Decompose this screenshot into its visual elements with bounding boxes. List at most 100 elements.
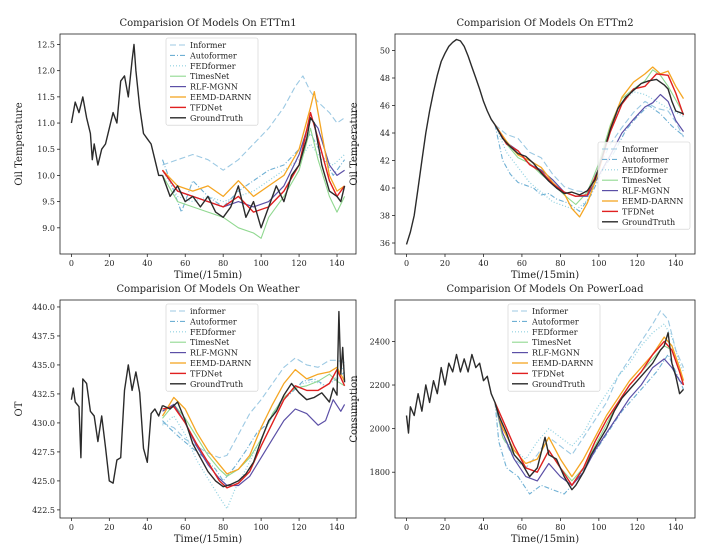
legend-label-timesnet: TimesNet bbox=[190, 338, 230, 347]
x-tick-label: 60 bbox=[180, 259, 190, 268]
x-tick-label: 20 bbox=[104, 523, 114, 532]
x-tick-label: 20 bbox=[440, 259, 450, 268]
x-tick-label: 40 bbox=[142, 523, 152, 532]
series-line-autoformer bbox=[162, 371, 345, 482]
y-tick-label: 425.0 bbox=[32, 477, 55, 486]
groundtruth-history-line bbox=[70, 43, 163, 177]
chart-panel-4: Comparision Of Models On PowerLoad 0 20 40 6… bbox=[349, 284, 696, 545]
series-line-autoformer bbox=[494, 104, 684, 212]
legend-label-informer: Informer bbox=[532, 307, 568, 316]
legend-label-rlf-mgnn: RLF-MGNN bbox=[622, 187, 670, 196]
y-tick-label: 9.0 bbox=[42, 224, 55, 233]
y-tick-label: 11.5 bbox=[37, 93, 55, 102]
series-line-autoformer bbox=[161, 132, 346, 213]
y-tick-label: 1800 bbox=[370, 468, 390, 477]
x-tick-label: 100 bbox=[253, 259, 268, 268]
series-line-informer bbox=[162, 75, 345, 171]
x-tick-label: 140 bbox=[329, 523, 344, 532]
series-line-eemd-darnn bbox=[162, 90, 345, 198]
legend-label-autoformer: Autoformer bbox=[531, 317, 579, 326]
axes-frame bbox=[394, 299, 696, 519]
legend-box bbox=[597, 141, 691, 230]
legend-box bbox=[165, 37, 259, 126]
legend-label-autoformer: Autoformer bbox=[189, 51, 237, 60]
series-line-tfdnet bbox=[494, 340, 685, 486]
chart-panel-3: Comparision Of Models On Weather 0 20 40 60 8… bbox=[14, 284, 357, 545]
plot-area bbox=[405, 38, 685, 245]
x-tick-label: 120 bbox=[291, 259, 306, 268]
x-tick-label: 100 bbox=[591, 523, 606, 532]
x-tick-label: 80 bbox=[555, 523, 565, 532]
y-tick-label: 2200 bbox=[370, 381, 390, 390]
y-tick-label: 42 bbox=[380, 157, 390, 166]
x-axis-label: Time(/15min) bbox=[174, 534, 242, 545]
chart-title: Comparision Of Models On ETTm2 bbox=[456, 18, 633, 29]
groundtruth-line bbox=[494, 332, 685, 491]
y-axis-label: OT bbox=[14, 401, 25, 416]
y-tick-label: 44 bbox=[380, 129, 390, 138]
legend-label-fedformer: FEDformer bbox=[190, 62, 236, 71]
axes-frame bbox=[59, 33, 357, 255]
y-axis-label: Consumption bbox=[349, 375, 360, 443]
legend-label-tfdnet: TFDNet bbox=[190, 369, 223, 378]
y-tick-label: 48 bbox=[380, 74, 390, 83]
x-axis-label: Time(/15min) bbox=[511, 534, 579, 545]
legend-label-autoformer: Autoformer bbox=[621, 155, 669, 164]
legend-box bbox=[507, 303, 601, 392]
x-tick-label: 40 bbox=[478, 259, 488, 268]
series-line-timesnet bbox=[162, 127, 346, 239]
y-tick-label: 10.5 bbox=[37, 145, 55, 154]
x-tick-label: 0 bbox=[69, 259, 74, 268]
y-tick-label: 432.5 bbox=[32, 390, 55, 399]
groundtruth-line bbox=[161, 117, 346, 229]
legend-box bbox=[165, 303, 259, 392]
x-tick-label: 140 bbox=[668, 259, 683, 268]
series-line-rlf-mgnn bbox=[162, 117, 345, 208]
x-tick-label: 120 bbox=[630, 523, 645, 532]
x-tick-label: 40 bbox=[142, 259, 152, 268]
chart-title: Comparision Of Models On PowerLoad bbox=[446, 284, 644, 295]
legend-label-informer: Informer bbox=[190, 41, 226, 50]
plot-area bbox=[70, 310, 346, 510]
y-tick-label: 46 bbox=[380, 102, 390, 111]
chart-title: Comparision Of Models On ETTm1 bbox=[119, 18, 296, 29]
legend-label-informer: Informer bbox=[622, 145, 658, 154]
y-tick-label: 10.0 bbox=[37, 171, 55, 180]
legend-label-tfdnet: TFDNet bbox=[622, 207, 655, 216]
legend-label-timesnet: TimesNet bbox=[532, 338, 572, 347]
y-tick-label: 11.0 bbox=[37, 119, 55, 128]
axes-frame bbox=[394, 33, 696, 255]
series-line-eemd-darnn bbox=[161, 366, 346, 475]
y-tick-label: 422.5 bbox=[32, 506, 55, 515]
plot-area bbox=[405, 310, 685, 495]
legend-label-informer: informer bbox=[190, 307, 226, 316]
x-tick-label: 100 bbox=[253, 523, 268, 532]
legend-label-autoformer: Autoformer bbox=[189, 317, 237, 326]
y-tick-label: 38 bbox=[380, 212, 390, 221]
legend-label-groundtruth: GroundTruth bbox=[622, 218, 675, 227]
y-tick-label: 437.5 bbox=[32, 332, 55, 341]
y-tick-label: 12.5 bbox=[37, 40, 55, 49]
legend-label-fedformer: FEDformer bbox=[532, 328, 578, 337]
groundtruth-history-line bbox=[70, 364, 164, 484]
legend-label-groundtruth: GroundTruth bbox=[190, 114, 243, 123]
x-tick-label: 120 bbox=[291, 523, 306, 532]
series-line-informer bbox=[162, 357, 345, 459]
x-tick-label: 140 bbox=[668, 523, 683, 532]
legend-label-fedformer: FEDformer bbox=[622, 166, 668, 175]
legend-label-timesnet: TimesNet bbox=[190, 72, 230, 81]
x-tick-label: 0 bbox=[404, 523, 409, 532]
legend-label-timesnet: TimesNet bbox=[622, 176, 662, 185]
y-tick-label: 435.0 bbox=[32, 361, 55, 370]
series-line-rlf-mgnn bbox=[162, 399, 346, 487]
y-tick-label: 440.0 bbox=[32, 303, 55, 312]
x-tick-label: 60 bbox=[517, 259, 527, 268]
x-tick-label: 100 bbox=[591, 259, 606, 268]
x-axis-label: Time(/15min) bbox=[511, 270, 579, 281]
legend-label-eemd-darnn: EEMD-DARNN bbox=[532, 359, 593, 368]
y-axis-label: Oil Temperature bbox=[14, 102, 25, 185]
legend-label-rlf-mgnn: RLF-MGNN bbox=[532, 349, 580, 358]
